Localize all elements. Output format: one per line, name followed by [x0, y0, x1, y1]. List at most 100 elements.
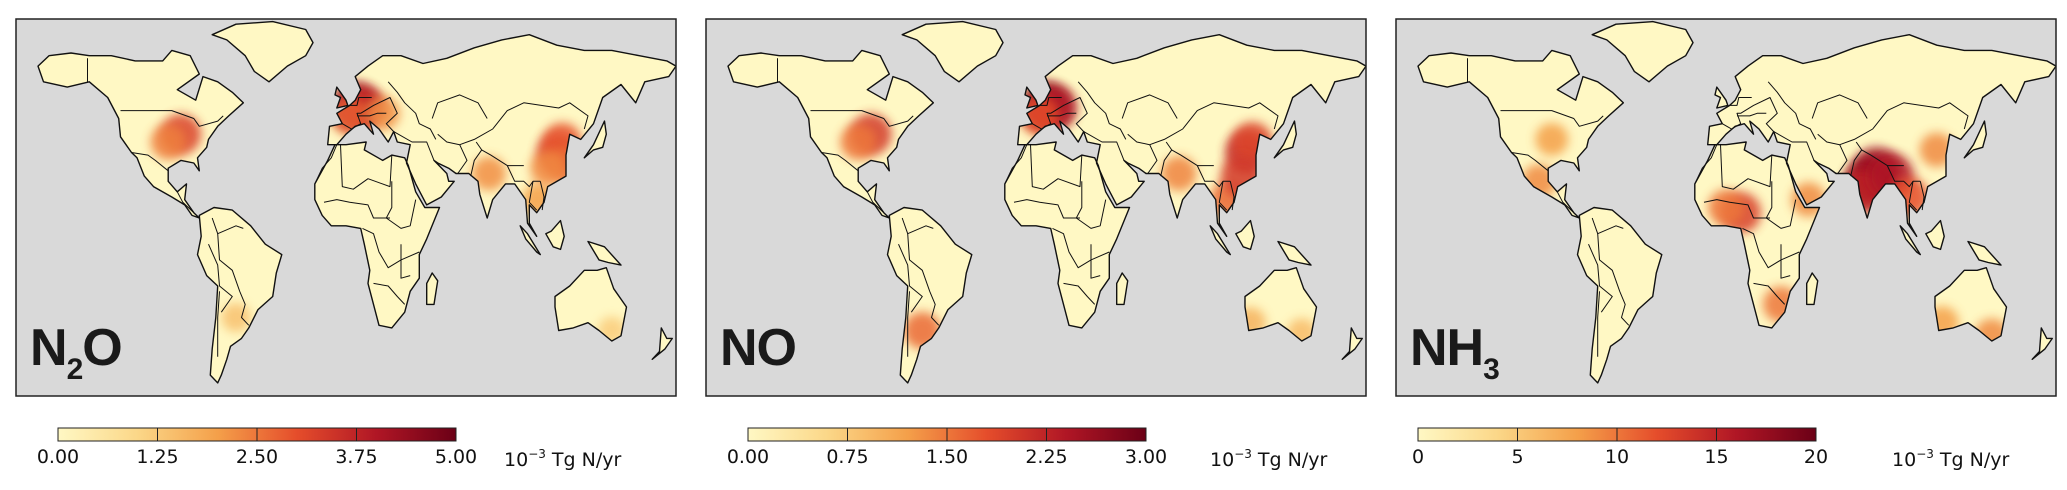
landmass-eurasia [1017, 34, 1366, 237]
country-border [1694, 144, 1718, 185]
country-border [470, 149, 483, 177]
country-border [1919, 181, 1925, 211]
country-border [898, 243, 923, 313]
landmass-greenland [1592, 21, 1693, 82]
coastline-japan [1963, 120, 1987, 159]
colorbar-tick-label: 0.00 [726, 446, 770, 468]
country-border [431, 94, 488, 119]
landmass-africa [1694, 142, 1820, 328]
country-border [1052, 227, 1110, 269]
panel-no: NO 0.00 0.75 1.50 2.25 3.00 10−3 Tg N/yr [690, 0, 1372, 490]
colorbar-tick-label: 10 [1604, 446, 1630, 468]
country-border [342, 97, 398, 132]
country-border [1004, 144, 1028, 185]
coastline-britain [334, 86, 349, 109]
country-border [1773, 131, 1815, 161]
country-border [349, 97, 372, 106]
coastline-madagascar [1806, 272, 1819, 306]
landmass-eurasia [1707, 34, 2056, 237]
country-border [1591, 217, 1624, 235]
country-border [1908, 181, 1918, 211]
country-border [1047, 112, 1077, 117]
landmass-britain [1715, 87, 1728, 108]
country-border [1147, 144, 1158, 174]
country-border [1837, 144, 1848, 174]
country-border [907, 291, 910, 357]
colorbar-tick-label: 3.00 [1124, 446, 1168, 468]
country-border [1500, 110, 1604, 127]
country-border [1075, 181, 1107, 229]
country-border [1556, 191, 1575, 214]
map-svg [1395, 18, 2057, 442]
coastline-south-america [886, 206, 973, 384]
country-border [1720, 144, 1773, 190]
country-border [323, 199, 390, 219]
colorbar-tick-label: 5 [1511, 446, 1524, 468]
emission-hotspot [530, 150, 566, 186]
coastline-south-america [196, 206, 283, 384]
coastline-australia [1934, 267, 2008, 342]
landmass-new-zealand [2032, 327, 2053, 360]
coastline-madagascar [426, 272, 439, 306]
country-border [821, 152, 859, 172]
country-border [217, 291, 220, 357]
country-border [208, 243, 233, 313]
coastline-sumatra [519, 225, 541, 256]
country-border [373, 282, 406, 305]
emission-hotspot [472, 156, 506, 191]
landmass-north-america [38, 50, 244, 219]
landmass-africa [314, 142, 440, 328]
country-border [357, 112, 387, 117]
map-frame [15, 18, 677, 397]
landmass-north-america [728, 50, 934, 219]
coastline-new-zealand [1341, 327, 1363, 360]
country-border [1597, 233, 1630, 326]
country-border [1742, 227, 1800, 269]
coastline-new-guinea [1277, 240, 1312, 266]
coastline-eurasia [1017, 34, 1366, 238]
coastline-north-america [727, 49, 935, 219]
landmass-africa [1004, 142, 1130, 328]
country-border [393, 131, 435, 161]
map-frame [705, 18, 1367, 397]
country-border [1817, 102, 1969, 146]
coastline-africa [1694, 141, 1821, 329]
country-border [1703, 199, 1770, 219]
country-border [1030, 144, 1083, 190]
country-border [866, 191, 885, 214]
coastline-australia [554, 267, 628, 342]
coastline-japan [583, 120, 607, 159]
map-svg [705, 18, 1367, 442]
country-border [1229, 181, 1235, 211]
country-border [1597, 291, 1600, 357]
coastline-new-guinea [1967, 240, 2002, 266]
country-border [1780, 244, 1791, 279]
country-border [362, 227, 420, 269]
coastline-greenland [1591, 20, 1694, 83]
country-border [314, 144, 338, 185]
coastline-north-america [1417, 49, 1625, 219]
country-border [1196, 165, 1231, 188]
country-border [1886, 165, 1921, 188]
coastline-africa [314, 141, 441, 329]
coastline-eurasia [327, 34, 676, 238]
landmass-new-zealand [1342, 327, 1363, 360]
coastline-new-zealand [651, 327, 673, 360]
country-border [1737, 112, 1767, 117]
country-border [1729, 97, 1752, 106]
country-border [437, 102, 589, 146]
coastline-britain [1714, 86, 1729, 109]
colorbar-unit: 10−3 Tg N/yr [504, 447, 622, 471]
coastline-new-zealand [2031, 327, 2053, 360]
landmass-greenland [902, 21, 1003, 82]
country-border [217, 233, 250, 326]
colorbar-tick-label: 1.50 [925, 446, 969, 468]
coastline-greenland [901, 20, 1004, 83]
emission-hotspot [1708, 189, 1744, 226]
emission-hotspot [840, 124, 877, 160]
country-border [1765, 181, 1797, 229]
species-label: NO [720, 319, 797, 377]
coastline-borneo [1235, 219, 1255, 251]
landmass-greenland [212, 21, 313, 82]
coastline-madagascar [1116, 272, 1129, 306]
